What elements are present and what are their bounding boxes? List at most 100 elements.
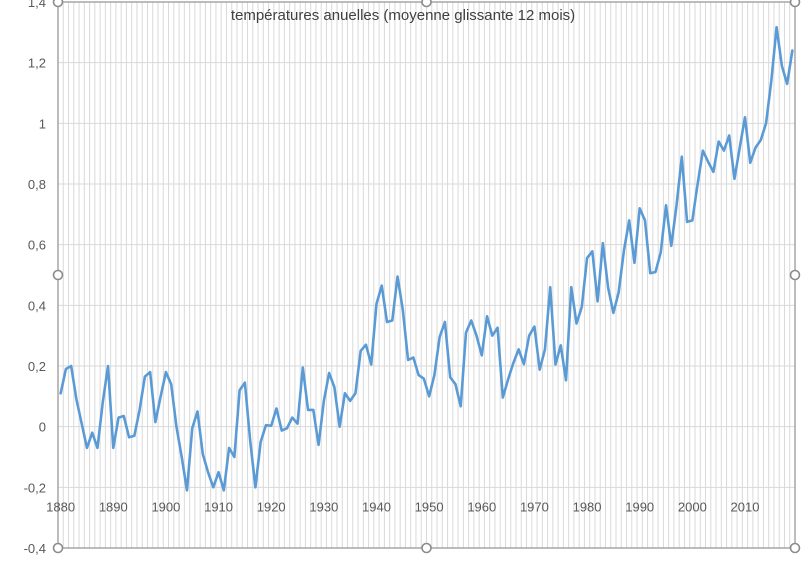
data-point: [86, 447, 89, 450]
x-tick-label: 1910: [204, 499, 233, 514]
series-line: [59, 25, 794, 492]
data-point: [702, 149, 705, 152]
data-point: [549, 286, 552, 289]
data-point: [575, 322, 578, 325]
data-point: [96, 447, 99, 450]
x-tick-label: 1890: [99, 499, 128, 514]
resize-handle-top-right[interactable]: [789, 0, 801, 8]
data-point: [144, 375, 147, 378]
data-point: [754, 146, 757, 149]
data-point: [402, 309, 405, 312]
resize-handle-bottom-center[interactable]: [421, 542, 432, 554]
data-point: [286, 427, 289, 430]
resize-handle-bottom-left[interactable]: [52, 542, 64, 554]
x-axis-tick-labels: 1880 1890 1900 1910 1920 1930 1940 1950 1960 1970…: [46, 499, 759, 514]
data-point: [586, 257, 589, 260]
data-point: [265, 424, 268, 427]
data-point: [333, 386, 336, 389]
x-tick-label: 1960: [467, 499, 496, 514]
x-tick-label: 2000: [678, 499, 707, 514]
data-point: [591, 250, 594, 253]
data-point: [212, 486, 215, 489]
data-point: [428, 395, 431, 398]
chart-title: températures anuelles (moyenne glissante…: [231, 7, 575, 24]
data-point: [696, 183, 699, 186]
y-tick-label: 0,2: [28, 359, 46, 374]
data-point: [128, 436, 131, 439]
data-point: [565, 379, 568, 382]
x-tick-label: 1980: [573, 499, 602, 514]
data-point: [659, 251, 662, 254]
data-point: [233, 456, 236, 459]
data-point: [559, 344, 562, 347]
data-point: [249, 439, 252, 442]
resize-handle-middle-left[interactable]: [52, 269, 64, 281]
data-point: [602, 242, 605, 245]
data-point: [159, 395, 162, 398]
data-point: [80, 422, 83, 425]
data-point: [759, 139, 762, 142]
data-point: [365, 343, 368, 346]
data-point: [386, 321, 389, 324]
data-point: [275, 407, 278, 410]
data-point: [307, 409, 310, 412]
data-point: [533, 325, 536, 328]
series-group: [59, 25, 794, 492]
data-point: [496, 326, 499, 329]
x-tick-label: 2010: [731, 499, 760, 514]
data-point: [223, 489, 226, 492]
data-point: [254, 486, 257, 489]
data-point: [359, 350, 362, 353]
data-point: [670, 245, 673, 248]
resize-handle-top-center[interactable]: [421, 0, 432, 8]
data-point: [291, 416, 294, 419]
data-point: [370, 363, 373, 366]
y-tick-label: 1,4: [28, 0, 46, 10]
y-tick-label: 0,8: [28, 177, 46, 192]
data-point: [475, 334, 478, 337]
data-point: [217, 471, 220, 474]
data-point: [649, 272, 652, 275]
data-point: [449, 376, 452, 379]
resize-handle-bottom-right[interactable]: [789, 542, 801, 554]
data-point: [207, 471, 210, 474]
data-point: [765, 122, 768, 125]
data-point: [270, 424, 273, 427]
data-point: [423, 377, 426, 380]
data-point: [733, 178, 736, 181]
data-point: [770, 80, 773, 83]
data-point: [259, 441, 262, 444]
data-point: [707, 161, 710, 164]
data-point: [775, 26, 778, 29]
data-point: [791, 49, 794, 52]
data-point: [512, 362, 515, 365]
selection-handles[interactable]: [52, 0, 801, 554]
data-point: [623, 249, 626, 252]
data-point: [538, 368, 541, 371]
data-point: [786, 83, 789, 86]
data-point: [723, 149, 726, 152]
resize-handle-middle-right[interactable]: [789, 269, 801, 281]
data-point: [486, 315, 489, 318]
data-point: [412, 356, 415, 359]
data-point: [728, 134, 731, 137]
data-point: [638, 207, 641, 210]
data-point: [407, 359, 410, 362]
data-point: [391, 319, 394, 322]
data-point: [675, 204, 678, 207]
data-point: [354, 392, 357, 395]
data-point: [65, 368, 68, 371]
data-point: [338, 425, 341, 428]
x-tick-label: 1930: [309, 499, 338, 514]
data-point: [596, 300, 599, 303]
resize-handle-top-left[interactable]: [52, 0, 64, 8]
data-point: [228, 447, 231, 450]
x-tick-label: 1940: [362, 499, 391, 514]
data-point: [433, 374, 436, 377]
data-point: [544, 348, 547, 351]
data-point: [317, 444, 320, 447]
data-point: [328, 372, 331, 375]
x-tick-label: 1990: [625, 499, 654, 514]
vertical-gridlines: [62, 2, 791, 548]
